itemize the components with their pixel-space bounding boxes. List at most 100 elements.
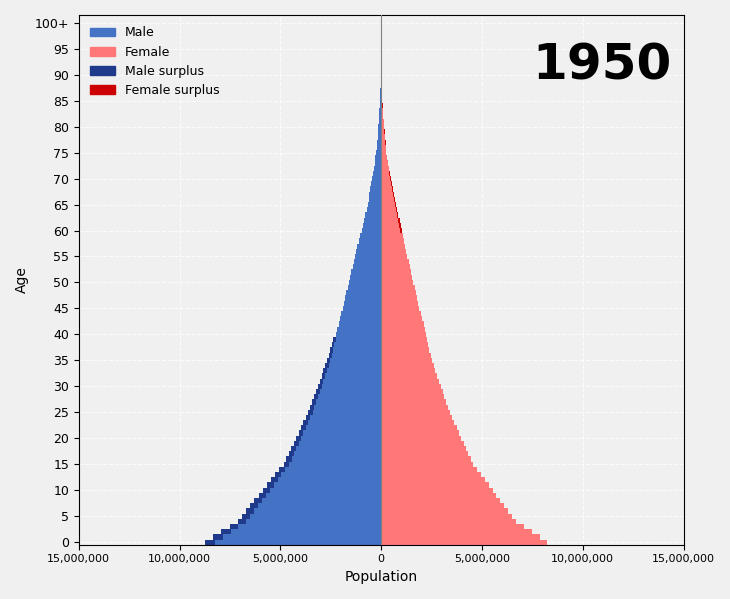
- Bar: [371, 181, 381, 186]
- Bar: [381, 404, 447, 410]
- Bar: [330, 347, 333, 353]
- Bar: [294, 451, 381, 456]
- Bar: [400, 228, 402, 233]
- Bar: [326, 363, 328, 368]
- Bar: [353, 264, 381, 270]
- Bar: [381, 176, 391, 181]
- Bar: [391, 181, 392, 186]
- Bar: [340, 316, 381, 322]
- Bar: [381, 415, 452, 420]
- Bar: [336, 337, 381, 342]
- Bar: [342, 311, 381, 316]
- Bar: [312, 400, 316, 404]
- Bar: [368, 202, 381, 207]
- Bar: [375, 155, 381, 161]
- Bar: [381, 503, 504, 509]
- Bar: [381, 400, 446, 404]
- Bar: [312, 410, 381, 415]
- Bar: [388, 165, 389, 171]
- Bar: [381, 223, 399, 228]
- Bar: [314, 394, 318, 400]
- Bar: [381, 524, 524, 529]
- Bar: [356, 249, 381, 254]
- Bar: [381, 150, 386, 155]
- Bar: [381, 326, 425, 332]
- Bar: [377, 145, 381, 150]
- X-axis label: Population: Population: [345, 570, 418, 584]
- Bar: [282, 472, 381, 477]
- Bar: [347, 285, 381, 291]
- Bar: [299, 441, 381, 446]
- Bar: [350, 275, 381, 280]
- Bar: [347, 291, 381, 295]
- Bar: [327, 358, 330, 363]
- Bar: [370, 186, 381, 192]
- Bar: [392, 186, 393, 192]
- Bar: [344, 301, 381, 306]
- Bar: [381, 213, 397, 217]
- Bar: [246, 509, 254, 513]
- Bar: [289, 462, 381, 467]
- Bar: [381, 270, 411, 275]
- Bar: [380, 103, 381, 108]
- Bar: [277, 477, 381, 482]
- Bar: [301, 425, 306, 431]
- Bar: [381, 498, 500, 503]
- Bar: [381, 264, 410, 270]
- Bar: [381, 410, 450, 415]
- Bar: [381, 165, 388, 171]
- Bar: [274, 482, 381, 488]
- Bar: [381, 493, 496, 498]
- Bar: [378, 124, 381, 129]
- Bar: [366, 213, 381, 217]
- Bar: [296, 435, 301, 441]
- Bar: [288, 451, 294, 456]
- Bar: [291, 456, 381, 462]
- Bar: [381, 425, 456, 431]
- Bar: [379, 114, 381, 119]
- Bar: [355, 254, 381, 259]
- Bar: [381, 472, 481, 477]
- Bar: [381, 301, 418, 306]
- Bar: [381, 295, 417, 301]
- Bar: [381, 196, 393, 202]
- Bar: [250, 513, 381, 519]
- Bar: [381, 529, 531, 534]
- Bar: [394, 202, 396, 207]
- Bar: [381, 145, 385, 150]
- Bar: [285, 467, 381, 472]
- Bar: [269, 488, 381, 493]
- Bar: [349, 280, 381, 285]
- Bar: [381, 509, 508, 513]
- Bar: [380, 93, 381, 98]
- Bar: [377, 140, 381, 145]
- Bar: [320, 379, 323, 384]
- Bar: [398, 217, 400, 223]
- Bar: [374, 161, 381, 165]
- Bar: [380, 108, 381, 114]
- Bar: [381, 103, 383, 108]
- Bar: [381, 161, 388, 165]
- Bar: [381, 394, 445, 400]
- Bar: [396, 207, 397, 213]
- Bar: [363, 223, 381, 228]
- Bar: [258, 503, 381, 509]
- Bar: [318, 394, 381, 400]
- Bar: [323, 379, 381, 384]
- Bar: [381, 228, 400, 233]
- Bar: [381, 259, 409, 264]
- Bar: [339, 322, 381, 326]
- Bar: [378, 129, 381, 134]
- Bar: [360, 233, 381, 238]
- Legend: Male, Female, Male surplus, Female surplus: Male, Female, Male surplus, Female surpl…: [85, 21, 225, 102]
- Bar: [381, 311, 421, 316]
- Bar: [381, 384, 441, 389]
- Bar: [316, 400, 381, 404]
- Bar: [275, 472, 282, 477]
- Bar: [381, 347, 429, 353]
- Bar: [354, 259, 381, 264]
- Bar: [381, 342, 428, 347]
- Bar: [397, 213, 399, 217]
- Bar: [358, 244, 381, 249]
- Bar: [328, 353, 331, 358]
